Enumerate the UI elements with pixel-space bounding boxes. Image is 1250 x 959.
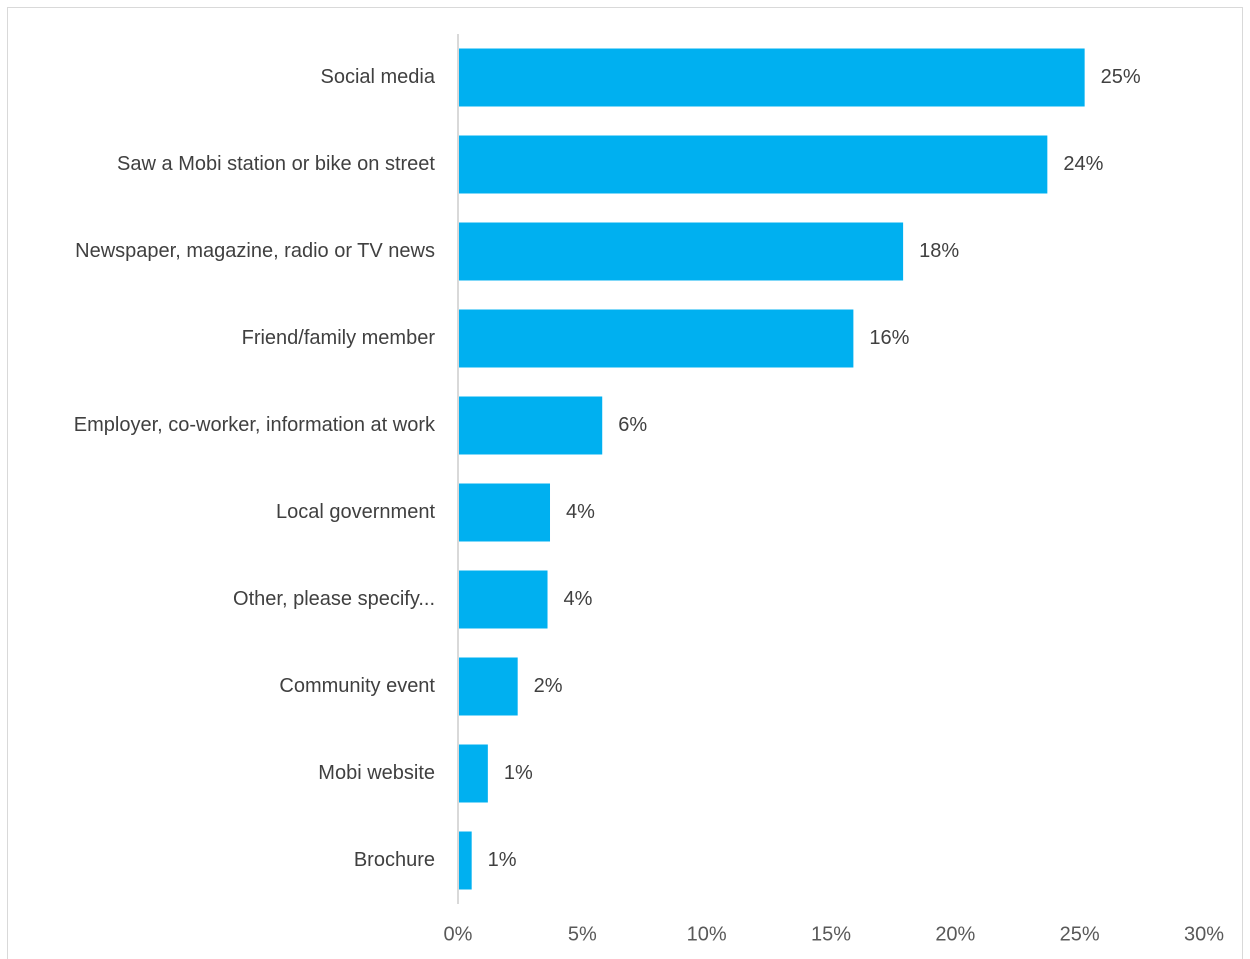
bar-other-please-specify [458, 570, 548, 629]
bar-newspaper-magazine-radio-or-tv-news [458, 222, 904, 281]
value-label-social-media: 25% [1101, 66, 1141, 88]
value-label-local-government: 4% [566, 501, 595, 523]
x-tick-label-20: 20% [935, 923, 975, 945]
value-label-newspaper-magazine-radio-or-tv-news: 18% [919, 240, 959, 262]
x-tick-label-15: 15% [811, 923, 851, 945]
x-tick-label-10: 10% [687, 923, 727, 945]
bar-social-media [458, 48, 1085, 107]
category-label-other-please-specify: Other, please specify... [233, 588, 435, 610]
category-label-brochure: Brochure [354, 849, 435, 871]
category-label-employer-co-worker-information-at-work: Employer, co-worker, information at work [74, 414, 436, 436]
bar-mobi-website [458, 744, 488, 803]
value-label-employer-co-worker-information-at-work: 6% [618, 414, 647, 436]
value-label-saw-a-mobi-station-or-bike-on-street: 24% [1063, 153, 1103, 175]
bars-group [458, 48, 1085, 890]
x-tick-label-5: 5% [568, 923, 597, 945]
x-tick-label-0: 0% [444, 923, 473, 945]
category-label-community-event: Community event [279, 675, 435, 697]
category-label-social-media: Social media [320, 66, 435, 88]
bar-saw-a-mobi-station-or-bike-on-street [458, 135, 1048, 194]
category-label-saw-a-mobi-station-or-bike-on-street: Saw a Mobi station or bike on street [117, 153, 435, 175]
category-labels: Social media Saw a Mobi station or bike o… [74, 66, 436, 871]
value-label-community-event: 2% [534, 675, 563, 697]
value-label-friend-family-member: 16% [869, 327, 909, 349]
x-tick-label-25: 25% [1060, 923, 1100, 945]
category-label-newspaper-magazine-radio-or-tv-news: Newspaper, magazine, radio or TV news [75, 240, 435, 262]
value-label-brochure: 1% [488, 849, 517, 871]
value-label-mobi-website: 1% [504, 762, 533, 784]
value-label-other-please-specify: 4% [564, 588, 593, 610]
category-label-friend-family-member: Friend/family member [242, 327, 436, 349]
category-label-mobi-website: Mobi website [318, 762, 435, 784]
category-label-local-government: Local government [276, 501, 435, 523]
bar-employer-co-worker-information-at-work [458, 396, 603, 455]
bar-local-government [458, 483, 551, 542]
bar-brochure [458, 831, 472, 890]
bar-friend-family-member [458, 309, 854, 368]
chart-frame [7, 7, 1243, 959]
x-tick-label-30: 30% [1184, 923, 1224, 945]
bar-community-event [458, 657, 518, 716]
value-labels: 25% 24% 18% 16% 6% 4% 4% 2% 1% 1% [488, 66, 1141, 871]
x-axis-ticks: 0% 5% 10% 15% 20% 25% 30% [444, 923, 1225, 945]
